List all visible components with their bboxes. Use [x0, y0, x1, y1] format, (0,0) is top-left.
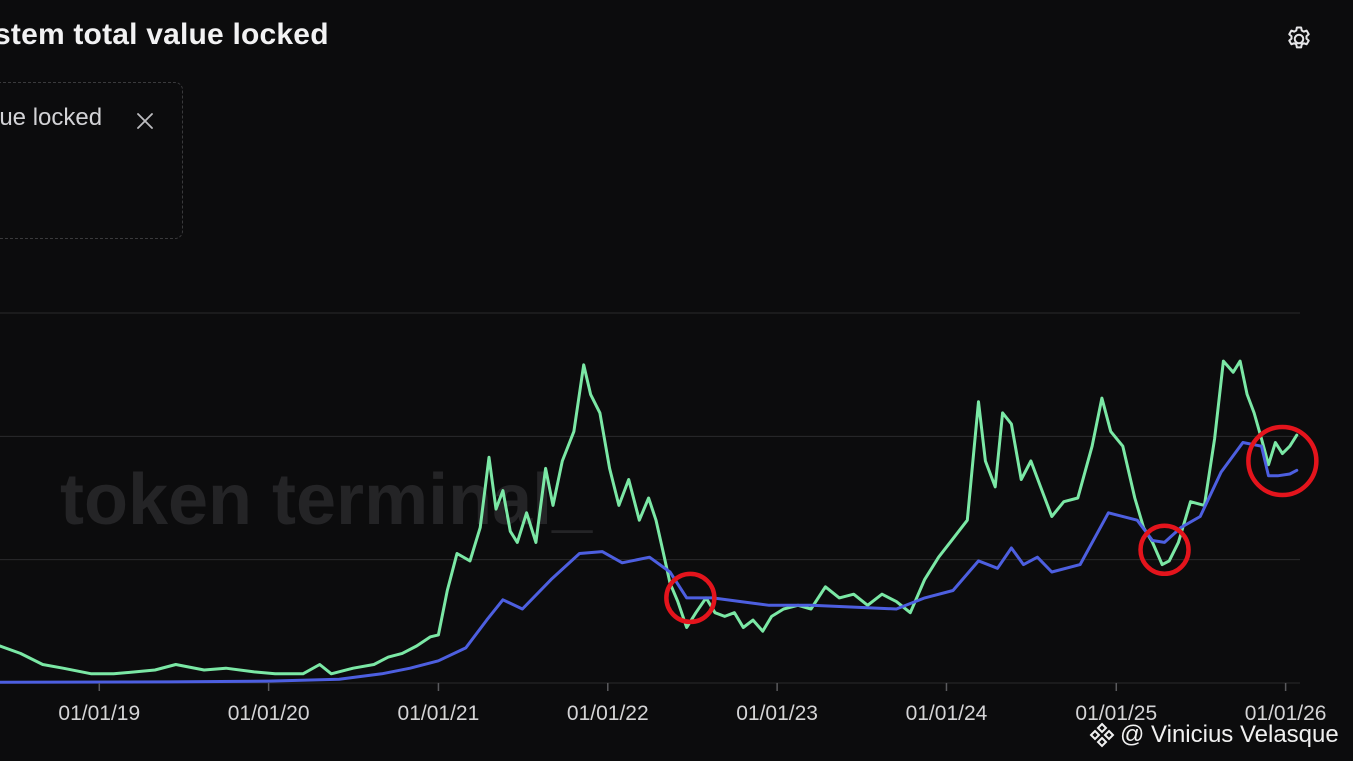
x-tick-label: 01/01/19 [58, 702, 140, 725]
series-line-1 [0, 441, 1299, 684]
x-tick-label: 01/01/26 [1245, 702, 1327, 725]
highlight-circle-2 [1246, 424, 1319, 498]
legend-panel [0, 82, 183, 239]
x-tick-label: 01/01/23 [736, 702, 818, 725]
binance-diamond-icon [1089, 722, 1115, 748]
x-axis: 01/01/19 01/01/20 01/01/21 01/01/22 01/01/23… [58, 683, 1326, 725]
highlight-circle-1 [1138, 523, 1191, 577]
x-tick-label: 01/01/25 [1075, 702, 1157, 725]
legend-item-label: lue locked [0, 104, 103, 131]
author-watermark: @ Vinicius Velasque [1088, 721, 1339, 749]
close-icon[interactable] [134, 110, 156, 132]
x-tick-label: 01/01/21 [398, 702, 480, 725]
x-tick-label: 01/01/24 [906, 702, 988, 725]
highlight-circle-0 [664, 571, 717, 625]
series-lines [0, 359, 1299, 684]
brand-watermark: token terminal_ [60, 460, 593, 540]
author-name: @ Vinicius Velasque [1120, 721, 1339, 748]
gear-icon[interactable] [1284, 24, 1314, 54]
x-tick-label: 01/01/22 [567, 702, 649, 725]
highlight-circles [664, 424, 1319, 625]
page-title: stem total value locked [0, 18, 329, 51]
x-tick-label: 01/01/20 [228, 702, 310, 725]
